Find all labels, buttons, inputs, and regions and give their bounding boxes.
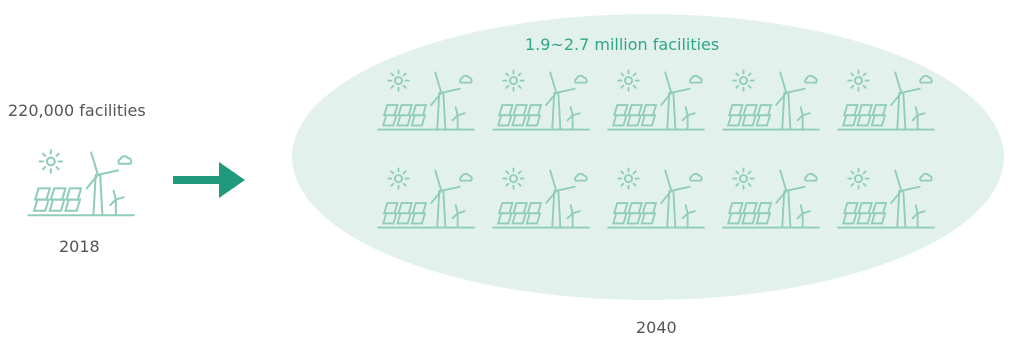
year-label-2018: 2018 xyxy=(59,237,100,256)
facility-icon-2040 xyxy=(837,167,935,229)
facility-icon-2040 xyxy=(607,69,705,131)
facility-icon-2040 xyxy=(377,69,475,131)
facility-icon-2018 xyxy=(27,149,135,217)
facility-icon-2040 xyxy=(837,69,935,131)
facility-icon-2040 xyxy=(607,167,705,229)
facility-icon-2040 xyxy=(722,167,820,229)
facility-icon-2040 xyxy=(492,167,590,229)
right-arrow-icon xyxy=(173,162,245,198)
year-label-2040: 2040 xyxy=(636,318,677,337)
facility-icon-2040 xyxy=(492,69,590,131)
facility-icon-2040 xyxy=(722,69,820,131)
facility-icon-2040 xyxy=(377,167,475,229)
count-label-2018: 220,000 facilities xyxy=(8,101,146,120)
count-label-2040: 1.9~2.7 million facilities xyxy=(525,35,720,54)
projection-2040-ellipse xyxy=(292,14,1004,300)
